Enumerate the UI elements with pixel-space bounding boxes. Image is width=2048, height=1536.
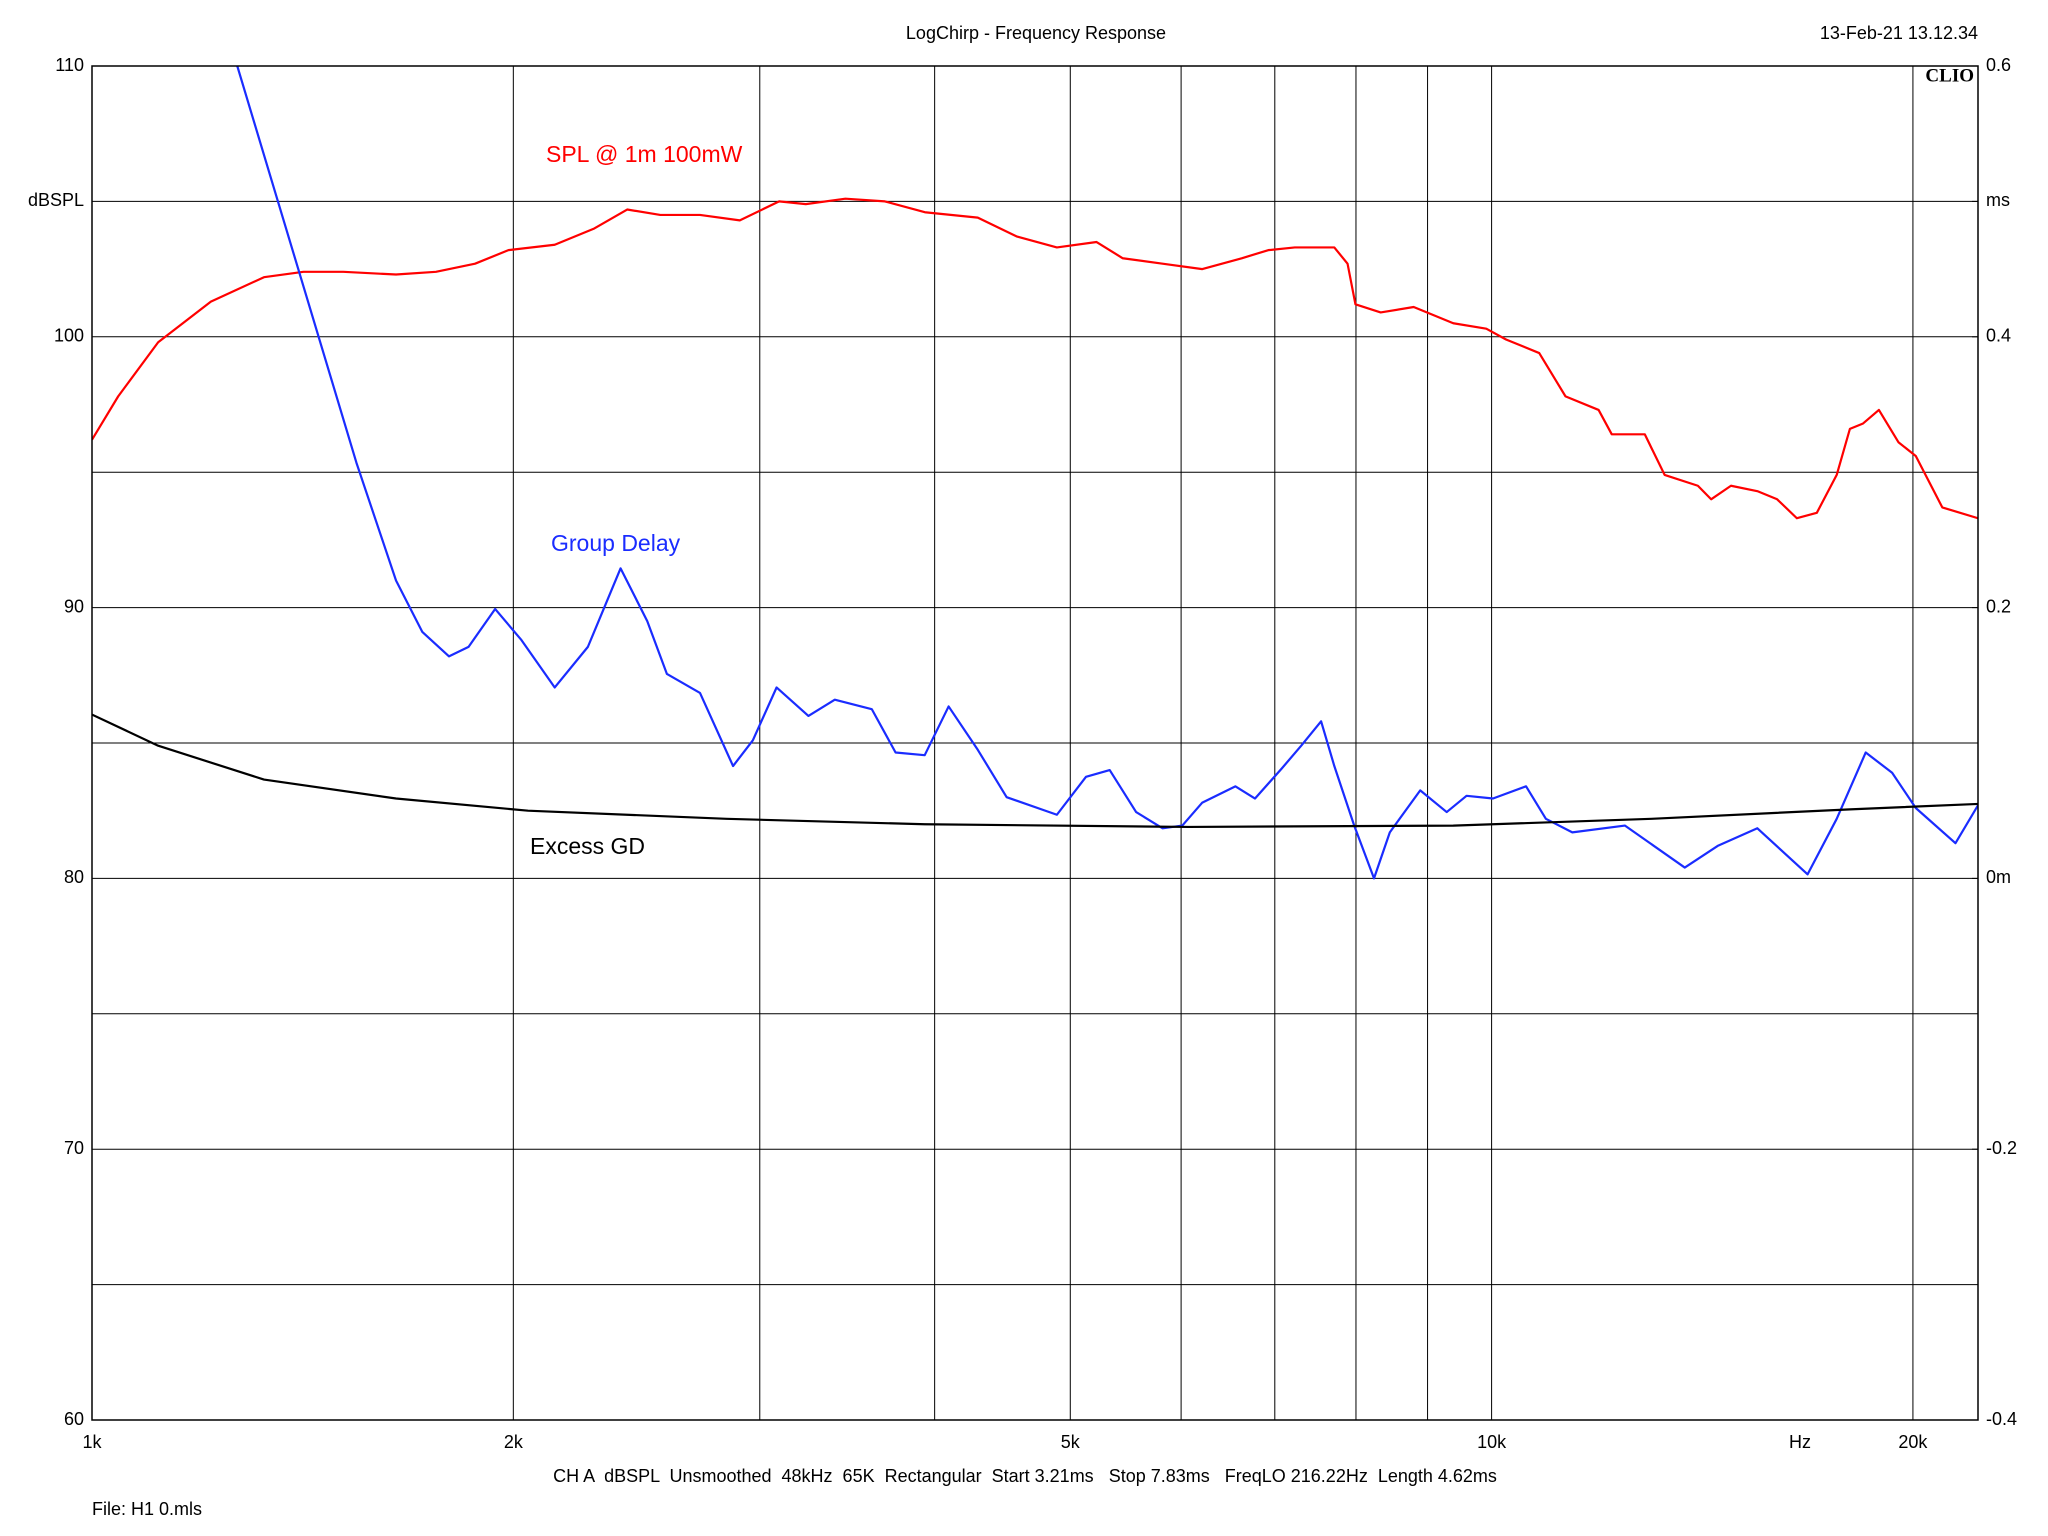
y-tick-label: dBSPL <box>28 190 84 210</box>
y2-tick-label: 0.6 <box>1986 55 2011 75</box>
x-tick-label: 20k <box>1898 1432 1928 1452</box>
plot-area <box>92 66 1978 880</box>
y-tick-label: 100 <box>54 326 84 346</box>
x-tick-label: 5k <box>1061 1432 1081 1452</box>
series-label: SPL @ 1m 100mW <box>546 141 743 167</box>
y2-tick-label: 0m <box>1986 867 2011 887</box>
x-tick-label: 10k <box>1477 1432 1507 1452</box>
y-tick-label: 80 <box>64 867 84 887</box>
y2-tick-label: 0.2 <box>1986 596 2011 616</box>
series-line <box>236 66 1978 880</box>
x-tick-label: 2k <box>504 1432 524 1452</box>
y-tick-label: 110 <box>55 55 84 75</box>
chart-title: LogChirp - Frequency Response <box>906 23 1166 43</box>
y2-tick-label: 0.4 <box>1986 326 2011 346</box>
y-tick-label: 70 <box>64 1138 84 1158</box>
y2-tick-label: -0.4 <box>1986 1409 2017 1429</box>
y2-tick-label: -0.2 <box>1986 1138 2017 1158</box>
file-name: File: H1 0.mls <box>92 1499 202 1519</box>
series-line <box>92 713 1978 829</box>
plot-frame <box>91 65 1979 1421</box>
series-label: Excess GD <box>530 833 645 859</box>
x-axis-label: Hz <box>1789 1432 1811 1452</box>
y-tick-label: 60 <box>64 1409 84 1429</box>
y-tick-label: 90 <box>64 596 84 616</box>
x-tick-label: 1k <box>82 1432 102 1452</box>
series-label: Group Delay <box>551 530 681 556</box>
series-line <box>92 197 1978 520</box>
brand: CLIO <box>1925 65 1974 86</box>
timestamp: 13-Feb-21 13.12.34 <box>1820 23 1978 43</box>
footer: CH A dBSPL Unsmoothed 48kHz 65K Rectangu… <box>553 1466 1497 1486</box>
y2-tick-label: ms <box>1986 190 2010 210</box>
